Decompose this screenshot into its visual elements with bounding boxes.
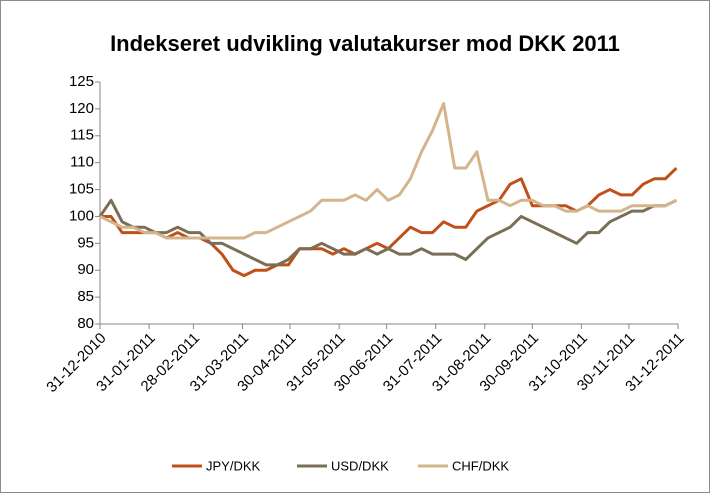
legend-label: JPY/DKK [206,458,261,473]
y-tick-label: 95 [77,234,94,251]
y-tick-label: 105 [69,181,94,198]
y-tick-label: 115 [70,127,94,144]
legend: JPY/DKK USD/DKK CHF/DKK [172,458,509,473]
legend-label: USD/DKK [331,458,389,473]
y-tick-label: 120 [69,100,94,117]
y-tick-label: 90 [77,261,94,278]
y-tick-label: 125 [69,73,94,90]
y-tick-label: 85 [77,288,94,305]
y-tick-label: 80 [77,315,94,332]
legend-label: CHF/DKK [452,458,509,473]
chart-title: Indekseret udvikling valutakurser mod DK… [110,31,620,56]
y-tick-label: 110 [70,154,94,171]
y-tick-label: 100 [69,207,94,224]
series-line [99,102,678,240]
series-line [98,198,678,267]
